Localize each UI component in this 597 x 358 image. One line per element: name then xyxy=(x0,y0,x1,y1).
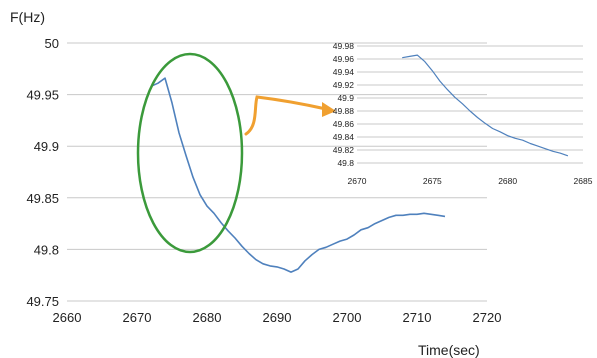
y-tick-label: 49.96 xyxy=(333,54,355,64)
x-tick-label: 2700 xyxy=(333,310,362,325)
y-tick-label: 49.98 xyxy=(333,41,355,51)
main-series xyxy=(150,77,446,273)
x-tick-label: 2670 xyxy=(123,310,152,325)
y-tick-label: 50 xyxy=(45,36,59,51)
y-tick-label: 49.92 xyxy=(333,80,355,90)
main-gridlines xyxy=(67,42,487,302)
y-tick-label: 49.82 xyxy=(333,145,355,155)
y-tick-label: 49.95 xyxy=(26,88,59,103)
x-tick-label: 2690 xyxy=(263,310,292,325)
y-tick-label: 49.84 xyxy=(333,132,355,142)
x-tick-label: 2680 xyxy=(193,310,222,325)
callout-arrow-head xyxy=(322,102,336,117)
inset-gridlines xyxy=(357,45,583,164)
y-tick-label: 49.88 xyxy=(333,106,355,116)
y-tick-label: 49.85 xyxy=(26,191,59,206)
inset-chart: 49.8 49.82 49.84 49.86 49.88 49.9 49.92 49.94 49… xyxy=(333,41,593,186)
x-tick-label: 2660 xyxy=(53,310,82,325)
y-tick-label: 49.94 xyxy=(333,67,355,77)
highlight-ellipse xyxy=(136,52,244,254)
main-y-tick-labels: 49.75 49.8 49.85 49.9 49.95 50 xyxy=(26,36,59,309)
callout-arrow xyxy=(244,95,328,136)
x-tick-label: 2710 xyxy=(403,310,432,325)
inset-y-tick-labels: 49.8 49.82 49.84 49.86 49.88 49.9 49.92 49.94 49… xyxy=(333,41,355,168)
series-line xyxy=(150,77,446,273)
inset-series xyxy=(402,54,569,157)
x-tick-label: 2720 xyxy=(473,310,502,325)
y-tick-label: 49.8 xyxy=(34,242,59,257)
y-tick-label: 49.8 xyxy=(337,158,354,168)
x-tick-label: 2685 xyxy=(574,176,593,186)
y-tick-label: 49.9 xyxy=(34,139,59,154)
series-line xyxy=(402,54,569,157)
x-tick-label: 2680 xyxy=(498,176,517,186)
y-axis-title: F(Hz) xyxy=(10,9,45,25)
x-tick-label: 2675 xyxy=(423,176,442,186)
y-tick-label: 49.9 xyxy=(337,93,354,103)
x-tick-label: 2670 xyxy=(348,176,367,186)
y-tick-label: 49.86 xyxy=(333,119,355,129)
main-x-tick-labels: 2660 2670 2680 2690 2700 2710 2720 xyxy=(53,310,502,325)
x-axis-title: Time(sec) xyxy=(418,342,480,358)
inset-x-tick-labels: 2670 2675 2680 2685 xyxy=(348,176,593,186)
y-tick-label: 49.75 xyxy=(26,294,59,309)
